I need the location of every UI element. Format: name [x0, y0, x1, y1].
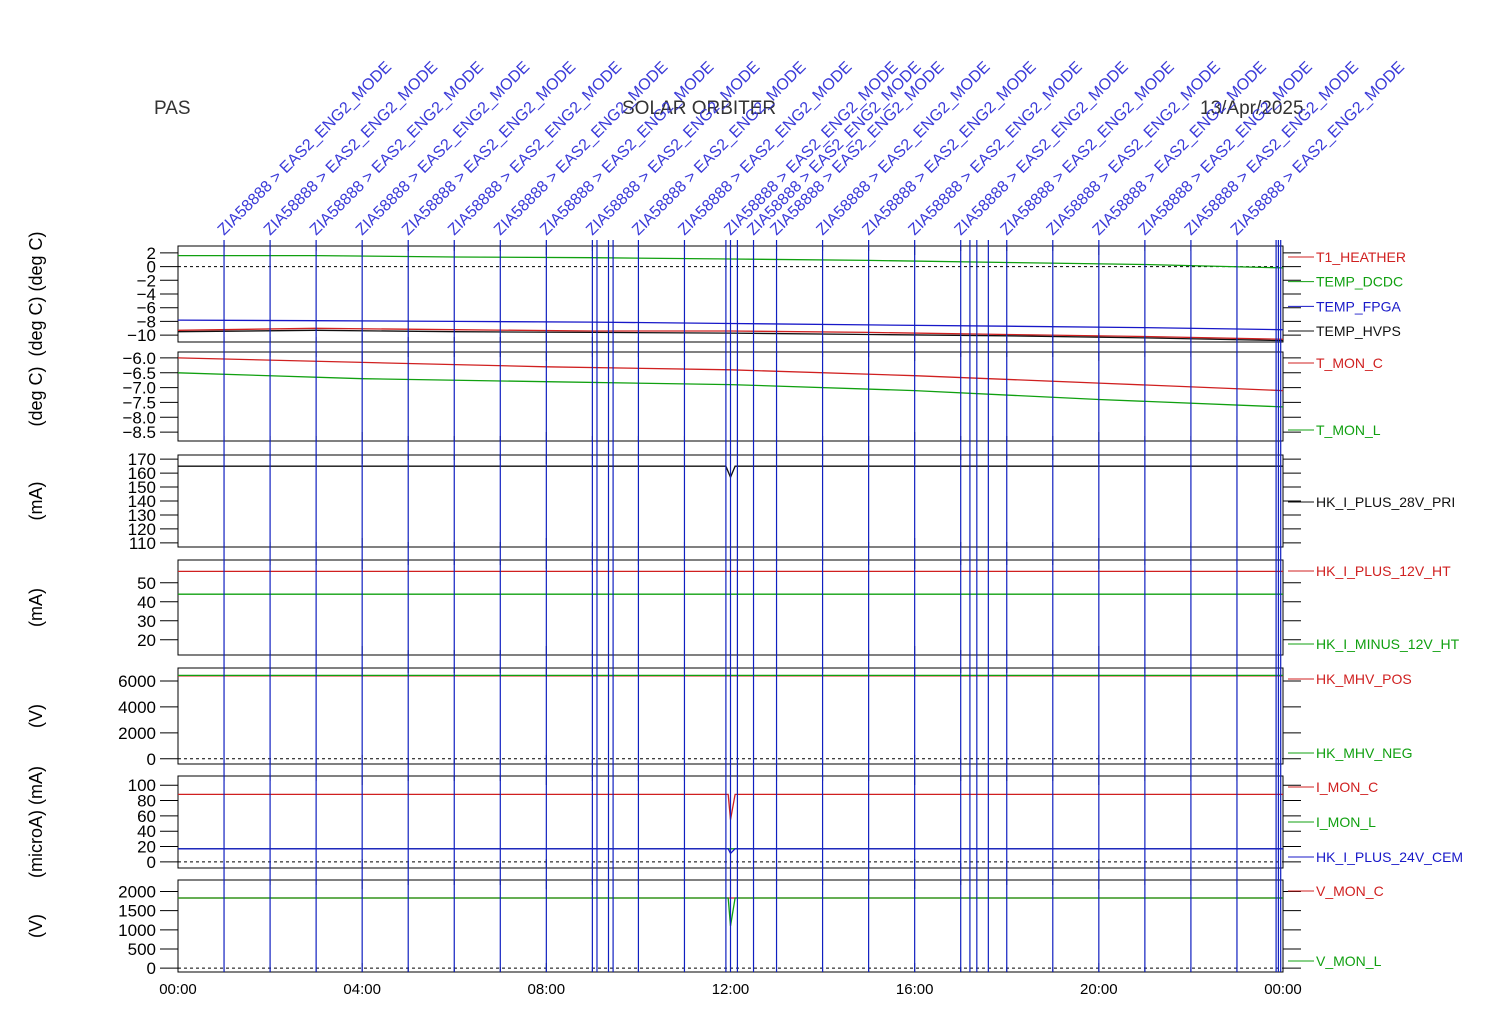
- y-tick-label: −6.5: [122, 364, 156, 383]
- y-axis-label: (V): [26, 914, 46, 938]
- y-tick-label: 1500: [118, 902, 156, 921]
- y-tick-label: 2000: [118, 724, 156, 743]
- y-tick-label: −10: [127, 326, 156, 345]
- legend-label: HK_I_PLUS_24V_CEM: [1316, 849, 1463, 865]
- y-tick-label: 4000: [118, 698, 156, 717]
- y-axis-label: (mA): [26, 482, 46, 521]
- y-tick-label: 140: [128, 492, 156, 511]
- y-axis-label: (V): [26, 704, 46, 728]
- y-tick-label: 0: [147, 853, 156, 872]
- x-axis: 00:00 04:00 08:00 12:00 16:00 20:00 00:00: [159, 981, 1302, 998]
- legend-label: I_MON_L: [1316, 814, 1376, 830]
- y-tick-label: −7.5: [122, 393, 156, 412]
- y-axis-label: (deg C) (deg C): [26, 231, 46, 356]
- legend-label: TEMP_FPGA: [1316, 298, 1401, 314]
- y-tick-label: 60: [137, 807, 156, 826]
- y-axis-label: (microA) (mA): [26, 766, 46, 878]
- y-tick-label: 30: [137, 612, 156, 631]
- panel-4: 6000 4000 2000 0 (V) HK_MHV_POS HK_MHV_NEG: [26, 667, 1412, 769]
- y-tick-label: 160: [128, 464, 156, 483]
- event-markers: [223, 240, 1282, 972]
- x-tick-label: 12:00: [712, 981, 750, 998]
- legend-label: T_MON_C: [1316, 355, 1383, 371]
- legend-label: TEMP_DCDC: [1316, 274, 1403, 290]
- legend-label: HK_I_PLUS_28V_PRI: [1316, 494, 1455, 510]
- y-tick-label: −6: [137, 299, 156, 318]
- x-tick-label: 08:00: [528, 981, 566, 998]
- legend-label: TEMP_HVPS: [1316, 323, 1401, 339]
- x-tick-label: 16:00: [896, 981, 934, 998]
- y-tick-label: 500: [128, 940, 156, 959]
- y-tick-label: −7.0: [122, 379, 156, 398]
- x-tick-label: 00:00: [1264, 981, 1302, 998]
- y-tick-label: 0: [147, 750, 156, 769]
- y-tick-label: 80: [137, 792, 156, 811]
- y-tick-label: 0: [147, 258, 156, 277]
- mission-title: SOLAR ORBITER: [622, 98, 777, 119]
- y-axis-label: (deg C): [26, 366, 46, 426]
- y-tick-label: −6.0: [122, 349, 156, 368]
- panel-1: −6.0−6.5−7.0−7.5−8.0−8.5 (deg C) T_MON_C T_…: [26, 349, 1383, 442]
- y-tick-label: −2: [137, 271, 156, 290]
- x-tick-label: 00:00: [159, 981, 197, 998]
- legend-label: HK_I_PLUS_12V_HT: [1316, 563, 1451, 579]
- y-tick-label: 1000: [118, 921, 156, 940]
- legend-label: HK_MHV_POS: [1316, 671, 1412, 687]
- y-tick-label: 170: [128, 450, 156, 469]
- legend-label: T1_HEATHER: [1316, 249, 1406, 265]
- y-tick-label: 2: [147, 244, 156, 263]
- y-tick-label: 20: [137, 838, 156, 857]
- y-tick-label: 110: [129, 534, 156, 553]
- legend-label: I_MON_C: [1316, 779, 1378, 795]
- legend-label: V_MON_L: [1316, 953, 1382, 969]
- y-tick-label: 150: [128, 478, 156, 497]
- y-tick-label: 20: [137, 631, 156, 650]
- y-axis-label: (mA): [26, 588, 46, 627]
- y-tick-label: 130: [128, 506, 156, 525]
- x-tick-label: 20:00: [1080, 981, 1118, 998]
- date-title: 13/Apr/2025: [1200, 98, 1304, 119]
- y-tick-label: 50: [137, 574, 156, 593]
- instrument-title: PAS: [154, 98, 191, 119]
- panel-0: 20−2−4−6−8−10 (deg C) (deg C) T1_HEATHER TE…: [26, 231, 1406, 356]
- legend-label: T_MON_L: [1316, 422, 1381, 438]
- y-tick-label: −4: [137, 285, 156, 304]
- y-tick-label: 6000: [118, 672, 156, 691]
- legend-label: V_MON_C: [1316, 883, 1384, 899]
- legend-label: HK_MHV_NEG: [1316, 745, 1412, 761]
- y-tick-label: 40: [137, 822, 156, 841]
- y-tick-label: −8: [137, 312, 156, 331]
- y-tick-label: 40: [137, 593, 156, 612]
- y-tick-label: 2000: [118, 883, 156, 902]
- y-tick-label: 0: [147, 959, 156, 978]
- y-tick-label: −8.5: [122, 423, 156, 442]
- chart-panels: 20−2−4−6−8−10(deg C) (deg C) T1_HEATHERTE…: [26, 231, 1463, 978]
- y-tick-label: 100: [128, 776, 156, 795]
- x-tick-label: 04:00: [343, 981, 381, 998]
- y-tick-label: 120: [128, 520, 156, 539]
- legend-label: HK_I_MINUS_12V_HT: [1316, 636, 1460, 652]
- y-tick-label: −8.0: [122, 408, 156, 427]
